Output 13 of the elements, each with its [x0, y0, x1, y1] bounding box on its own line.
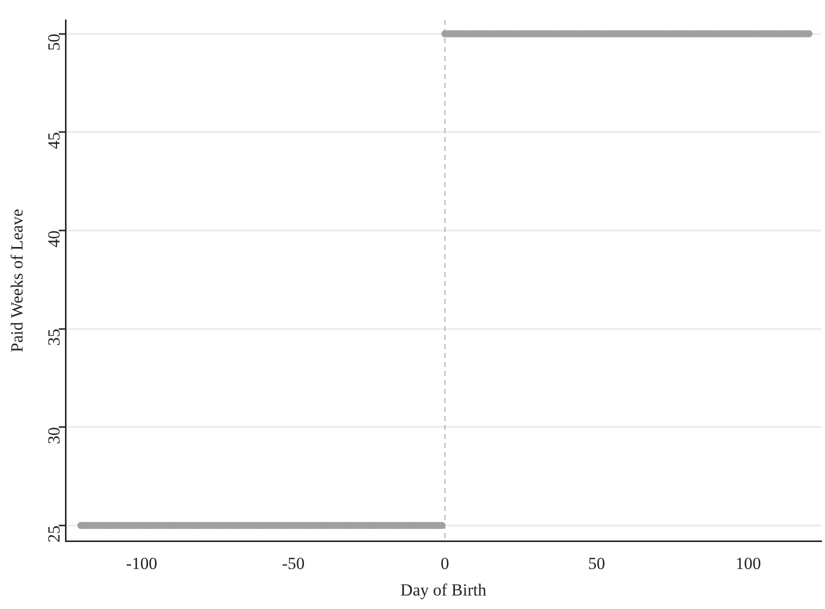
- x-tick-label: -50: [282, 554, 305, 573]
- y-tick-label: 35: [44, 328, 64, 346]
- y-tick-label: 30: [44, 427, 64, 444]
- x-tick-label: -100: [126, 554, 158, 573]
- y-tick-label: 45: [44, 132, 64, 150]
- x-tick-label: 0: [440, 554, 450, 573]
- x-tick-label: 100: [735, 554, 761, 573]
- y-axis-title: Paid Weeks of Leave: [8, 208, 27, 352]
- y-tick-label: 25: [44, 525, 64, 542]
- y-tick-label: 40: [44, 230, 64, 248]
- x-tick-label: 50: [588, 554, 606, 573]
- y-tick-label: 50: [44, 34, 64, 51]
- x-axis-title: Day of Birth: [400, 580, 487, 600]
